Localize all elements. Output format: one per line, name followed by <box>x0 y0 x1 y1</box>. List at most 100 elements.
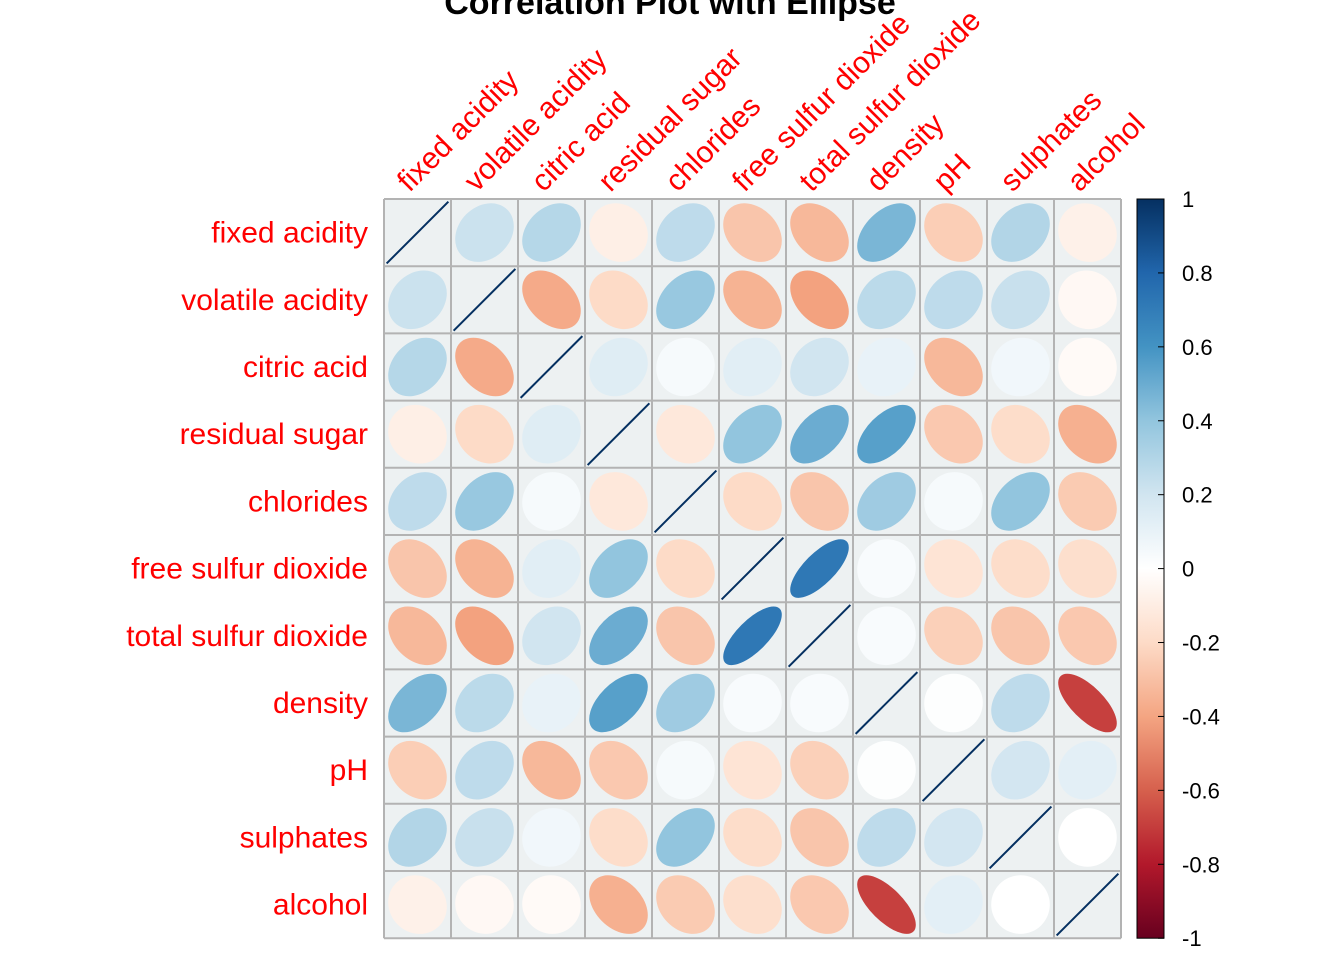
cell-residual-sugar-x-total-sulfur-dioxide <box>790 404 849 464</box>
cell-ph-x-residual-sugar <box>589 740 648 800</box>
cell-chlorides-x-residual-sugar <box>589 472 648 531</box>
cell-sulphates-x-density <box>857 808 916 867</box>
row-label-citric-acid: citric acid <box>243 351 368 384</box>
cell-sulphates-x-chlorides <box>656 808 715 867</box>
cell-total-sulfur-dioxide-x-ph <box>924 606 983 666</box>
row-label-chlorides: chlorides <box>248 485 368 518</box>
cell-sulphates-x-free-sulfur-dioxide <box>723 808 782 867</box>
cell-fixed-acidity-x-fixed-acidity <box>385 201 450 265</box>
cell-chlorides-x-density <box>857 472 916 531</box>
cell-chlorides-x-citric-acid <box>522 472 581 531</box>
column-label-ph: pH <box>927 147 977 197</box>
cell-fixed-acidity-x-ph <box>924 203 983 262</box>
cell-ph-x-alcohol <box>1058 740 1117 800</box>
row-label-alcohol: alcohol <box>273 889 368 922</box>
cell-chlorides-x-free-sulfur-dioxide <box>723 472 782 531</box>
cell-residual-sugar-x-alcohol <box>1058 404 1117 464</box>
row-label-total-sulfur-dioxide: total sulfur dioxide <box>126 620 368 653</box>
cell-volatile-acidity-x-volatile-acidity <box>452 268 517 332</box>
cell-density-x-density <box>854 671 919 735</box>
cell-citric-acid-x-ph <box>924 337 983 397</box>
color-legend-tick-label: -0.4 <box>1182 704 1220 729</box>
cell-alcohol-x-volatile-acidity <box>455 875 514 934</box>
cell-residual-sugar-x-fixed-acidity <box>388 404 447 464</box>
cell-alcohol-x-total-sulfur-dioxide <box>790 875 849 934</box>
cell-total-sulfur-dioxide-x-chlorides <box>656 606 715 666</box>
cell-alcohol-x-chlorides <box>656 875 715 934</box>
cell-citric-acid-x-total-sulfur-dioxide <box>790 337 849 397</box>
cell-chlorides-x-sulphates <box>991 472 1050 531</box>
grid-lines <box>383 198 1122 940</box>
color-legend-tick-label: 0.2 <box>1182 483 1213 508</box>
cell-density-x-ph <box>924 673 983 733</box>
row-label-free-sulfur-dioxide: free sulfur dioxide <box>131 553 368 586</box>
cell-citric-acid-x-chlorides <box>656 337 715 397</box>
cell-alcohol-x-ph <box>924 875 983 934</box>
cell-fixed-acidity-x-free-sulfur-dioxide <box>723 203 782 262</box>
cell-citric-acid-x-residual-sugar <box>589 337 648 397</box>
row-label-fixed-acidity: fixed acidity <box>211 217 368 250</box>
cell-fixed-acidity-x-density <box>857 203 916 262</box>
cell-citric-acid-x-volatile-acidity <box>455 337 514 397</box>
cell-citric-acid-x-citric-acid <box>519 335 584 399</box>
cell-total-sulfur-dioxide-x-alcohol <box>1058 606 1117 666</box>
correlation-cells <box>384 199 1121 939</box>
cell-sulphates-x-ph <box>924 808 983 867</box>
row-labels: fixed acidity volatile acidity citric acid… <box>126 217 368 922</box>
cell-ph-x-volatile-acidity <box>455 740 514 800</box>
cell-sulphates-x-fixed-acidity <box>388 808 447 867</box>
cell-fixed-acidity-x-citric-acid <box>522 203 581 262</box>
cell-free-sulfur-dioxide-x-ph <box>924 539 983 598</box>
cell-ph-x-fixed-acidity <box>388 740 447 800</box>
cell-density-x-volatile-acidity <box>455 673 514 733</box>
color-legend-tick-label: -0.6 <box>1182 778 1220 803</box>
color-legend-tick-label: 0.8 <box>1182 261 1213 286</box>
row-label-volatile-acidity: volatile acidity <box>181 284 368 317</box>
cell-density-x-chlorides <box>656 673 715 733</box>
cell-volatile-acidity-x-chlorides <box>656 270 715 330</box>
cell-volatile-acidity-x-total-sulfur-dioxide <box>790 270 849 330</box>
cell-volatile-acidity-x-free-sulfur-dioxide <box>723 270 782 330</box>
cell-residual-sugar-x-free-sulfur-dioxide <box>723 404 782 464</box>
cell-density-x-alcohol <box>1058 673 1117 733</box>
cell-alcohol-x-alcohol <box>1055 873 1120 937</box>
cell-ph-x-total-sulfur-dioxide <box>790 740 849 800</box>
cell-total-sulfur-dioxide-x-citric-acid <box>522 606 581 666</box>
color-legend-tick-label: 1 <box>1182 187 1194 212</box>
cell-alcohol-x-density <box>857 875 916 934</box>
row-label-density: density <box>273 687 368 720</box>
cell-density-x-citric-acid <box>522 673 581 733</box>
cell-free-sulfur-dioxide-x-density <box>857 539 916 598</box>
cell-ph-x-chlorides <box>656 740 715 800</box>
color-legend: 1 0.8 0.6 0.4 0.2 0 -0.2 -0.4 -0.6 -0.8 -1 <box>1136 187 1220 951</box>
cell-fixed-acidity-x-total-sulfur-dioxide <box>790 203 849 262</box>
cell-density-x-free-sulfur-dioxide <box>723 673 782 733</box>
cell-citric-acid-x-density <box>857 337 916 397</box>
row-label-residual-sugar: residual sugar <box>180 418 368 451</box>
cell-total-sulfur-dioxide-x-volatile-acidity <box>455 606 514 666</box>
cell-volatile-acidity-x-citric-acid <box>522 270 581 330</box>
cell-residual-sugar-x-residual-sugar <box>586 402 651 466</box>
cell-fixed-acidity-x-alcohol <box>1058 203 1117 262</box>
cell-sulphates-x-citric-acid <box>522 808 581 867</box>
cell-sulphates-x-residual-sugar <box>589 808 648 867</box>
cell-free-sulfur-dioxide-x-free-sulfur-dioxide <box>720 537 785 601</box>
cell-total-sulfur-dioxide-x-sulphates <box>991 606 1050 666</box>
cell-volatile-acidity-x-residual-sugar <box>589 270 648 330</box>
cell-volatile-acidity-x-density <box>857 270 916 330</box>
cell-sulphates-x-total-sulfur-dioxide <box>790 808 849 867</box>
cell-residual-sugar-x-chlorides <box>656 404 715 464</box>
cell-sulphates-x-alcohol <box>1058 808 1117 867</box>
cell-free-sulfur-dioxide-x-citric-acid <box>522 539 581 598</box>
cell-chlorides-x-volatile-acidity <box>455 472 514 531</box>
cell-citric-acid-x-fixed-acidity <box>388 337 447 397</box>
cell-volatile-acidity-x-alcohol <box>1058 270 1117 330</box>
cell-fixed-acidity-x-residual-sugar <box>589 203 648 262</box>
color-legend-tick-label: 0 <box>1182 557 1194 582</box>
cell-alcohol-x-fixed-acidity <box>388 875 447 934</box>
cell-density-x-sulphates <box>991 673 1050 733</box>
cell-chlorides-x-chlorides <box>653 469 718 533</box>
cell-free-sulfur-dioxide-x-sulphates <box>991 539 1050 598</box>
